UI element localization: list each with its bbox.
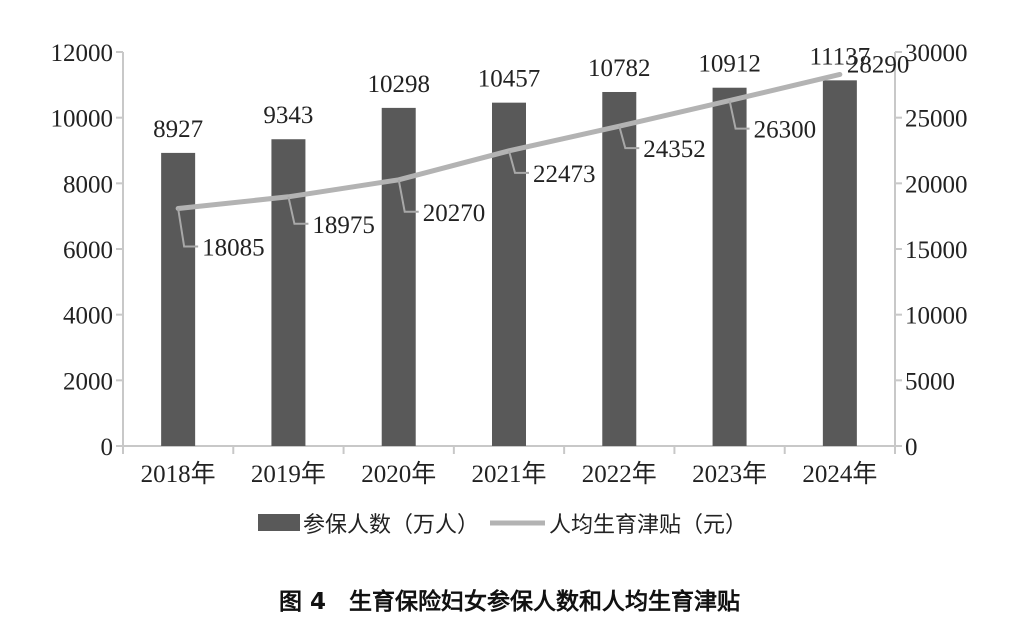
bar: [492, 102, 526, 446]
right-tick-label: 25000: [905, 106, 968, 133]
left-tick-label: 6000: [63, 237, 113, 264]
left-tick-label: 2000: [63, 368, 113, 395]
bar-value-label: 10298: [367, 71, 430, 98]
line-value-label: 28290: [847, 51, 910, 78]
chart-caption: 图 4 生育保险妇女参保人数和人均生育津贴: [278, 589, 740, 615]
line-value-label: 26300: [754, 117, 817, 144]
x-tick-label: 2023年: [692, 460, 767, 488]
right-tick-label: 15000: [905, 237, 968, 264]
right-tick-label: 5000: [905, 368, 955, 395]
x-tick-label: 2020年: [361, 460, 436, 488]
left-tick-label: 8000: [63, 171, 113, 198]
bar-value-label: 10782: [588, 55, 651, 82]
bar: [602, 91, 637, 446]
x-tick-label: 2019年: [251, 460, 326, 488]
line-value-label: 20270: [423, 200, 486, 227]
right-tick-label: 20000: [905, 171, 968, 198]
bar: [161, 152, 196, 446]
left-tick-label: 10000: [51, 106, 114, 133]
right-tick-label: 30000: [905, 40, 968, 67]
bar-value-label: 8927: [153, 116, 203, 143]
right-tick-label: 10000: [905, 303, 968, 330]
leader-line: [508, 150, 529, 174]
left-tick-label: 12000: [51, 40, 114, 67]
x-tick-label: 2021年: [471, 460, 546, 488]
leader-line: [287, 196, 309, 225]
line-value-label: 18975: [312, 212, 375, 239]
legend-bar-swatch: [258, 514, 300, 531]
chart-svg: 0 2000 4000 6000 8000 10000 12000 0 5000 10000 150…: [51, 40, 968, 537]
bar: [271, 139, 306, 446]
bar-value-label: 10912: [698, 51, 761, 78]
legend-bar-label: 参保人数（万人）: [303, 512, 479, 537]
bar: [822, 80, 857, 446]
line-value-label: 24352: [643, 136, 706, 163]
x-tick-label: 2024年: [802, 460, 877, 488]
line-value-label: 22473: [533, 161, 596, 188]
leader-line: [397, 179, 419, 213]
bar-value-label: 11137: [810, 43, 871, 70]
leader-line: [618, 125, 640, 150]
leader-line: [177, 208, 199, 248]
bar-value-label: 10457: [478, 66, 541, 93]
left-tick-label: 0: [101, 434, 114, 461]
x-tick-label: 2018年: [141, 460, 216, 488]
left-tick-label: 4000: [63, 303, 113, 330]
legend-line-label: 人均生育津贴（元）: [549, 512, 747, 537]
bar: [712, 87, 747, 447]
right-tick-label: 0: [905, 434, 918, 461]
line-value-label: 18085: [202, 234, 265, 261]
bar: [381, 107, 416, 447]
leader-line: [728, 100, 750, 130]
bar-value-label: 9343: [263, 102, 313, 129]
x-tick-label: 2022年: [582, 460, 657, 488]
